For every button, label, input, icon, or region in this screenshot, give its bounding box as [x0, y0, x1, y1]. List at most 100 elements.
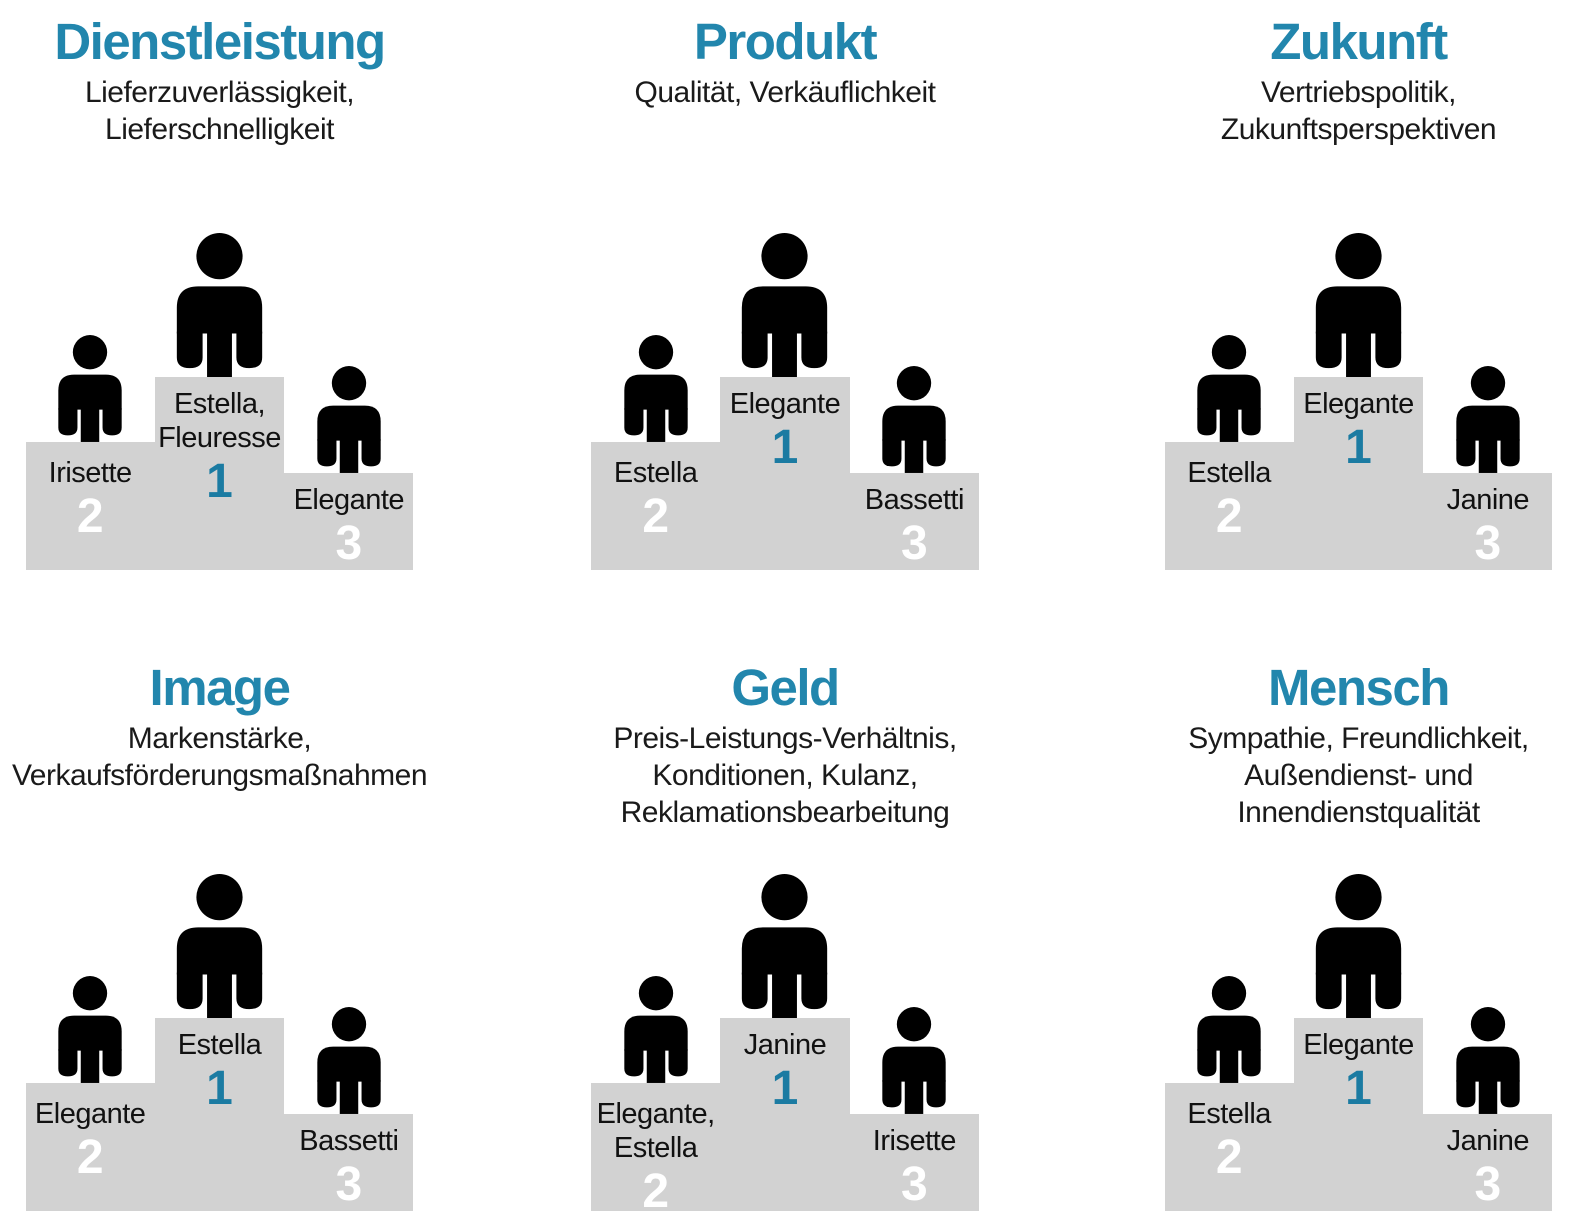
- brand-name-second: Irisette: [48, 457, 133, 489]
- person-icon-third-place: [881, 1007, 947, 1114]
- podium-block-third: Elegante 3: [284, 473, 414, 571]
- podium-block-third: Bassetti 3: [849, 473, 979, 571]
- podium-block-third: Irisette 3: [849, 1114, 979, 1212]
- person-icon-second-place: [623, 335, 689, 442]
- podium-column-third: Janine 3: [1423, 366, 1553, 571]
- person-icon-second-place: [1196, 335, 1262, 442]
- brand-name-third: Janine: [1446, 484, 1530, 516]
- podium: Elegante 2 Estella 1 Bassetti 3: [25, 874, 414, 1212]
- brand-name-second: Estella: [1187, 1098, 1271, 1130]
- category-panel-image: Image Markenstärke, Verkaufsförderungsma…: [0, 659, 481, 1212]
- podium-block-first: Elegante 1: [1293, 1018, 1424, 1211]
- rank-number-second: 2: [642, 490, 670, 544]
- rank-number-third: 3: [1474, 517, 1502, 571]
- podium: Estella 2 Elegante 1 Janine 3: [1164, 874, 1553, 1212]
- podium-column-second: Estella 2: [591, 335, 721, 570]
- brand-name-third: Janine: [1446, 1125, 1530, 1157]
- brand-name-second: Estella: [613, 457, 698, 489]
- person-icon-third-place: [1455, 366, 1521, 473]
- person-icon-first-place: [175, 233, 264, 377]
- podium-column-second: Elegante, Estella 2: [591, 976, 721, 1217]
- category-subtitle: Preis-Leistungs-Verhältnis, Konditionen,…: [613, 722, 957, 829]
- podium-column-third: Bassetti 3: [849, 366, 979, 571]
- brand-name-first: Janine: [743, 1029, 827, 1061]
- podium-block-first: Elegante 1: [1293, 377, 1424, 570]
- podium-block-second: Elegante, Estella 2: [591, 1083, 721, 1217]
- podium-column-second: Irisette 2: [25, 335, 155, 570]
- person-icon-first-place: [740, 874, 829, 1018]
- podium-column-first: Elegante 1: [1293, 233, 1424, 570]
- brand-name-third: Elegante: [293, 484, 405, 516]
- category-panel-geld: Geld Preis-Leistungs-Verhältnis, Konditi…: [523, 659, 1047, 1217]
- rank-number-first: 1: [771, 1062, 799, 1116]
- category-subtitle: Vertriebspolitik, Zukunftsperspektiven: [1220, 76, 1497, 146]
- person-icon-second-place: [57, 335, 123, 442]
- podium-block-second: Irisette 2: [25, 442, 155, 570]
- category-subtitle: Sympathie, Freundlichkeit, Außendienst- …: [1188, 722, 1529, 829]
- category-subtitle: Markenstärke, Verkaufsförderungsmaßnahme…: [11, 722, 428, 792]
- brand-name-second: Elegante: [34, 1098, 146, 1130]
- podium-column-first: Elegante 1: [1293, 874, 1424, 1211]
- rank-number-first: 1: [1345, 1062, 1372, 1116]
- podium-block-second: Estella 2: [591, 442, 721, 570]
- rank-number-second: 2: [1215, 1131, 1243, 1185]
- podium-column-second: Estella 2: [1164, 976, 1294, 1211]
- category-title: Produkt: [693, 13, 878, 70]
- category-title: Image: [149, 659, 291, 716]
- person-icon-first-place: [175, 874, 264, 1018]
- podium-column-third: Irisette 3: [849, 1007, 979, 1212]
- podium-column-third: Elegante 3: [284, 366, 414, 571]
- category-title: Mensch: [1268, 659, 1450, 716]
- podium-column-first: Estella, Fleuresse 1: [154, 233, 285, 570]
- podium-block-second: Elegante 2: [25, 1083, 155, 1211]
- podium: Irisette 2 Estella, Fleuresse 1 Elegante…: [25, 233, 414, 571]
- podium: Elegante, Estella 2 Janine 1 Irisette 3: [591, 874, 979, 1217]
- category-title: Dienstleistung: [54, 13, 386, 70]
- brand-name-third: Bassetti: [299, 1125, 399, 1157]
- brand-name-first: Estella, Fleuresse: [158, 388, 281, 455]
- rank-number-first: 1: [206, 1062, 233, 1116]
- podium-column-first: Janine 1: [720, 874, 850, 1211]
- person-icon-second-place: [57, 976, 123, 1083]
- podium-column-third: Bassetti 3: [284, 1007, 414, 1212]
- rank-number-first: 1: [1345, 421, 1372, 475]
- podium-column-second: Estella 2: [1164, 335, 1294, 570]
- podium-column-first: Elegante 1: [720, 233, 850, 570]
- category-panel-produkt: Produkt Qualität, Verkäuflichkeit Estell…: [523, 13, 1047, 571]
- rank-number-first: 1: [771, 421, 799, 475]
- person-icon-first-place: [1314, 233, 1403, 377]
- category-title: Geld: [731, 659, 840, 716]
- brand-name-second: Elegante, Estella: [596, 1098, 716, 1165]
- category-subtitle: Qualität, Verkäuflichkeit: [634, 76, 937, 110]
- rank-number-third: 3: [900, 1158, 928, 1212]
- person-icon-first-place: [1314, 874, 1403, 1018]
- brand-name-second: Estella: [1187, 457, 1271, 489]
- podium-block-first: Janine 1: [720, 1018, 850, 1211]
- person-icon-third-place: [1455, 1007, 1521, 1114]
- rank-number-first: 1: [206, 455, 233, 509]
- podium-block-second: Estella 2: [1164, 1083, 1294, 1211]
- podium: Estella 2 Elegante 1 Janine 3: [1164, 233, 1553, 571]
- person-icon-third-place: [316, 366, 382, 473]
- category-panel-mensch: Mensch Sympathie, Freundlichkeit, Außend…: [1097, 659, 1570, 1212]
- person-icon-first-place: [740, 233, 829, 377]
- podium-column-first: Estella 1: [154, 874, 285, 1211]
- rank-number-second: 2: [76, 490, 104, 544]
- rank-number-third: 3: [335, 1158, 363, 1212]
- podium-block-first: Estella 1: [154, 1018, 285, 1211]
- rank-number-third: 3: [900, 517, 928, 571]
- rank-number-third: 3: [335, 517, 363, 571]
- category-panel-zukunft: Zukunft Vertriebspolitik, Zukunftsperspe…: [1097, 13, 1570, 571]
- brand-name-first: Elegante: [1303, 1029, 1414, 1061]
- podium-block-first: Estella, Fleuresse 1: [154, 377, 285, 570]
- podium-block-third: Bassetti 3: [284, 1114, 414, 1212]
- category-panel-dienstleistung: Dienstleistung Lieferzuverlässigkeit, Li…: [0, 13, 481, 571]
- podium-block-second: Estella 2: [1164, 442, 1294, 570]
- brand-name-first: Elegante: [729, 388, 841, 420]
- podium-block-third: Janine 3: [1423, 1114, 1553, 1212]
- rank-number-second: 2: [1215, 490, 1243, 544]
- brand-name-third: Bassetti: [864, 484, 965, 516]
- rank-number-third: 3: [1474, 1158, 1502, 1212]
- category-title: Zukunft: [1270, 13, 1448, 70]
